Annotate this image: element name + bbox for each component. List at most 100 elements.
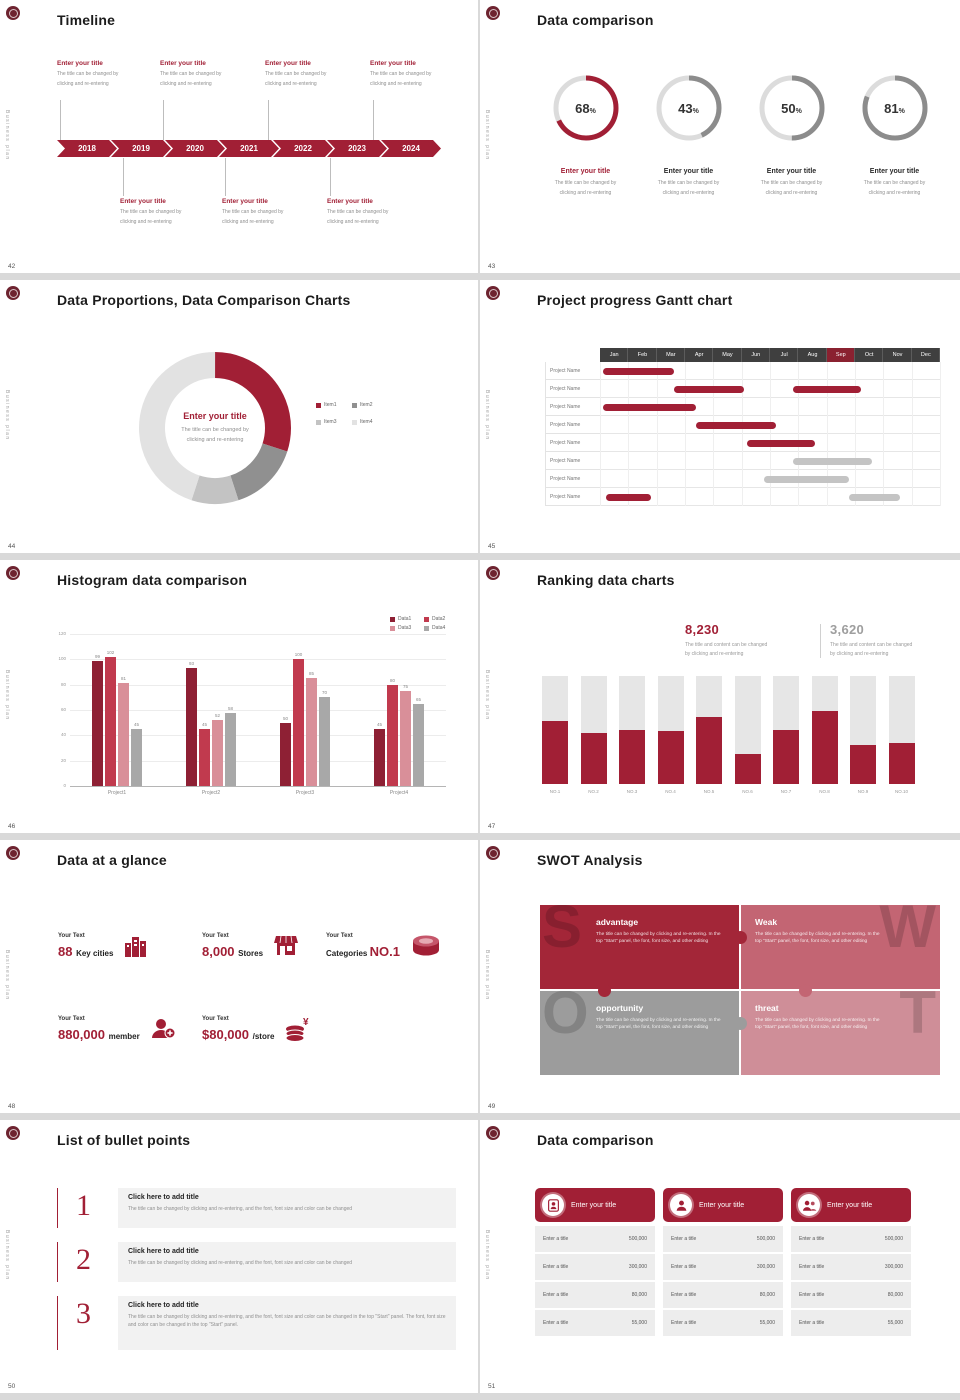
stat-item: Your Text $80,000 /store ¥ — [202, 1016, 314, 1047]
grid-line — [685, 362, 686, 506]
page-title: Data Proportions, Data Comparison Charts — [57, 292, 351, 308]
slide-data-proportions[interactable]: Business plan Data Proportions, Data Com… — [0, 280, 480, 560]
timeline-year: 2020 — [165, 140, 225, 157]
stat-unit: Stores — [238, 949, 264, 958]
grid-line — [826, 362, 828, 506]
y-axis-tick: 20 — [60, 757, 66, 763]
sidebar-vertical-text: Business plan — [484, 110, 490, 161]
row-value: 80,000 — [887, 1292, 903, 1298]
swot-desc: The title can be changed by clicking and… — [596, 1018, 721, 1031]
grid-line — [798, 362, 800, 506]
row-label: Enter a title — [543, 1264, 569, 1270]
slide-data-comparison-cards[interactable]: Business plan Data comparison Enter your… — [480, 1120, 960, 1400]
swot-letter: S — [542, 905, 583, 960]
card-row: Enter a title 300,000 — [535, 1254, 655, 1282]
donut-chart: 81% Enter your title The title can be ch… — [847, 72, 942, 198]
entry-title: Enter your title — [120, 198, 166, 205]
sidebar-vertical-text: Business plan — [484, 950, 490, 1001]
swot-desc: The title can be changed by clicking and… — [755, 1018, 880, 1031]
gantt-bar — [792, 457, 872, 465]
logo-badge-icon — [486, 1126, 500, 1140]
y-axis-tick: 0 — [63, 783, 66, 788]
slide-timeline[interactable]: Business plan Timeline Enter your title T… — [0, 0, 480, 280]
slide-swot-analysis[interactable]: Business plan SWOT Analysis S advantage T… — [480, 840, 960, 1120]
row-value: 55,000 — [631, 1320, 647, 1326]
page-number: 46 — [8, 823, 16, 830]
logo-badge-icon — [486, 846, 500, 860]
grid-line — [70, 659, 446, 661]
page-number: 49 — [488, 1103, 496, 1110]
chart-legend: Item1 Item2 Item3 Item4 — [316, 402, 388, 425]
bullet-number: 2 — [76, 1243, 91, 1276]
puzzle-knob-icon — [799, 984, 812, 997]
logo-badge-icon — [6, 286, 20, 300]
bar — [199, 729, 210, 786]
categories-icon — [410, 933, 442, 962]
donut-chart: 43% Enter your title The title can be ch… — [641, 72, 736, 198]
slide-data-comparison-donuts[interactable]: Business plan Data comparison 68% Enter … — [480, 0, 960, 280]
gantt-month-header: Oct — [855, 348, 884, 362]
grid-line — [70, 735, 446, 737]
row-label: Enter a title — [671, 1264, 697, 1270]
stat-value: 3,620 — [830, 622, 865, 637]
row-label: Enter a title — [671, 1320, 697, 1326]
card-body: Enter a title 500,000 Enter a title 300,000… — [535, 1226, 655, 1338]
legend-swatch-icon — [424, 625, 429, 631]
gantt-bar — [696, 421, 776, 429]
page-number: 44 — [8, 543, 16, 550]
slide-content: 8,230 The title and content can be change… — [480, 560, 960, 833]
slide-content: Jan Feb Mar Apr May Jun Jul Aug Sep Oct Nov Dec Proj… — [480, 280, 960, 553]
bar-value: 45 — [133, 722, 139, 727]
gantt-month-header: Jan — [600, 348, 629, 362]
page-title: List of bullet points — [57, 1132, 191, 1148]
gantt-bar — [849, 493, 901, 501]
sidebar-vertical-text: Business plan — [4, 670, 10, 721]
page-title: SWOT Analysis — [537, 852, 643, 868]
row-value: 300,000 — [628, 1264, 647, 1270]
card-title: Enter your title — [571, 1201, 617, 1209]
timeline-year: 2023 — [327, 140, 387, 157]
logo-badge-icon — [6, 566, 20, 580]
legend-swatch-icon — [352, 419, 357, 425]
slide-bullet-list[interactable]: Business plan List of bullet points 1 Cli… — [0, 1120, 480, 1400]
gantt-row-label: Project Name — [545, 470, 600, 488]
sidebar-vertical-text: Business plan — [484, 1230, 490, 1281]
bar — [580, 733, 607, 784]
data-card: Enter your title Enter a title 500,000 Ent… — [791, 1188, 911, 1338]
slide-content: Enter your title The title can be changed… — [0, 0, 478, 273]
bar — [319, 697, 330, 786]
slide-ranking-charts[interactable]: Business plan Ranking data charts 8,230 T… — [480, 560, 960, 840]
card-row: Enter a title 80,000 — [535, 1282, 655, 1310]
slide-gantt-chart[interactable]: Business plan Project progress Gantt cha… — [480, 280, 960, 560]
stat-unit: Categories — [326, 949, 370, 958]
y-axis-tick: 40 — [60, 732, 66, 738]
card-title: Enter your title — [699, 1201, 745, 1209]
stat-value: NO.1 — [369, 944, 400, 959]
bar — [293, 659, 304, 786]
legend-item: Data2 — [424, 616, 458, 622]
slide-data-at-a-glance[interactable]: Business plan Data at a glance Your Text… — [0, 840, 480, 1120]
entry-title: Enter your title — [57, 60, 103, 67]
gantt-row-label: Project Name — [545, 380, 600, 398]
timeline-entry: Enter your title The title can be changed… — [327, 198, 427, 227]
bar-value: 45 — [201, 722, 207, 727]
stat-unit: member — [108, 1032, 140, 1041]
donut-percent: 68% — [575, 101, 596, 116]
x-axis-label: Project1 — [107, 790, 127, 796]
stat-item: Your Text 88 Key cities — [58, 933, 149, 964]
data-card: Enter your title Enter a title 500,000 Ent… — [663, 1188, 783, 1338]
card-row: Enter a title 80,000 — [663, 1282, 783, 1310]
grid-line — [883, 362, 885, 506]
stat-item: Your Text 8,000 Stores — [202, 933, 299, 964]
page-title: Data comparison — [537, 1132, 654, 1148]
slide-histogram[interactable]: Business plan Histogram data comparison … — [0, 560, 480, 840]
bar — [542, 721, 568, 784]
bar — [734, 753, 761, 784]
swot-letter: T — [899, 991, 936, 1046]
x-axis-label: Project2 — [201, 790, 221, 796]
stat-label: Your Text — [202, 933, 229, 939]
row-label: Enter a title — [671, 1236, 697, 1242]
donut-desc: The title can be changed by clicking and … — [554, 180, 617, 196]
stat-desc: The title and content can be changed by c… — [685, 642, 768, 657]
